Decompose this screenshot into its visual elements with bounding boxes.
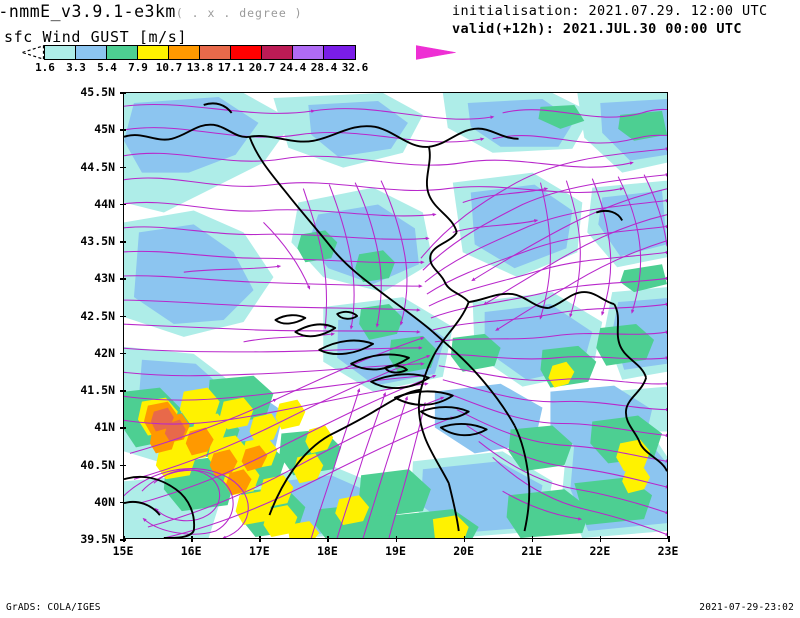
- x-axis-label: 19E: [385, 544, 406, 558]
- x-tick-mark: [531, 536, 534, 542]
- y-tick-mark: [120, 352, 126, 355]
- valid-time-line: valid(+12h): 2021.JUL.30 00:00 UTC: [452, 21, 742, 37]
- x-tick-mark: [259, 536, 261, 542]
- model-subtitle: ( . x . degree ): [175, 6, 303, 20]
- y-axis-label: 45N: [94, 122, 115, 137]
- initialisation-line: initialisation: 2021.07.29. 12:00 UTC: [452, 3, 768, 19]
- y-tick-mark: [120, 92, 126, 94]
- y-tick-mark: [120, 464, 126, 466]
- colorbar-swatch-2: [107, 46, 138, 59]
- y-axis-label: 45.5N: [80, 85, 115, 99]
- colorbar-tick-0: 1.6: [35, 61, 55, 74]
- y-axis-label: 40.5N: [80, 457, 115, 472]
- x-tick-mark: [191, 536, 193, 542]
- map-canvas: [124, 93, 667, 538]
- colorbar: 1.6 3.3 5.4 7.9 10.7 13.8 17.1 20.7 24.4 28.4 32.6: [0, 45, 470, 75]
- colorbar-tick-4: 10.7: [155, 61, 183, 74]
- colorbar-tick-8: 24.4: [279, 61, 307, 74]
- y-tick-mark: [120, 390, 126, 392]
- footer-credit: GrADS: COLA/IGES: [6, 602, 101, 613]
- colorbar-swatch-4: [169, 46, 200, 59]
- model-title-text: f-nmmE_v3.9.1-e3km: [0, 2, 176, 21]
- x-axis-label: 21E: [521, 544, 543, 558]
- x-tick-mark: [668, 536, 670, 542]
- y-axis-label: 42.5N: [80, 308, 115, 323]
- y-axis-label: 41.5N: [80, 383, 115, 397]
- y-tick-mark: [120, 241, 126, 243]
- colorbar-tick-1: 3.3: [66, 61, 86, 74]
- y-tick-mark: [120, 129, 126, 131]
- y-tick-mark: [120, 501, 126, 504]
- y-axis-label: 41N: [94, 420, 115, 435]
- colorbar-swatch-0: [45, 46, 76, 59]
- colorbar-swatch-6: [231, 46, 262, 59]
- colorbar-tick-9: 28.4: [310, 61, 338, 74]
- colorbar-swatches: [44, 45, 356, 60]
- colorbar-tick-5: 13.8: [186, 61, 214, 74]
- x-axis-label: 17E: [248, 544, 270, 558]
- model-title: f-nmmE_v3.9.1-e3km( . x . degree ): [0, 2, 303, 21]
- colorbar-swatch-8: [293, 46, 324, 59]
- x-tick-mark: [327, 536, 329, 542]
- colorbar-swatch-9: [324, 46, 355, 59]
- y-axis-label: 42N: [94, 345, 115, 360]
- y-axis-label: 44N: [94, 196, 115, 211]
- colorbar-overflow-arrow-icon: [416, 45, 456, 60]
- x-axis-label: 18E: [316, 544, 338, 558]
- colorbar-swatch-3: [138, 46, 169, 59]
- coastline-overlay: [124, 102, 667, 538]
- gust-band-6: [150, 407, 186, 442]
- x-axis-label: 23E: [657, 544, 679, 558]
- variable-label: sfc Wind GUST [m/s]: [4, 28, 187, 46]
- map-plot-area[interactable]: [123, 92, 668, 539]
- colorbar-swatch-7: [262, 46, 293, 59]
- colorbar-swatch-5: [200, 46, 231, 59]
- colorbar-tick-2: 5.4: [97, 61, 117, 74]
- colorbar-tick-6: 17.1: [217, 61, 245, 74]
- x-axis-label: 16E: [180, 544, 202, 558]
- y-tick-mark: [120, 315, 126, 317]
- colorbar-tick-3: 7.9: [128, 61, 148, 74]
- colorbar-tick-10: 32.6: [341, 61, 369, 74]
- header: f-nmmE_v3.9.1-e3km( . x . degree ) initi…: [0, 0, 800, 38]
- footer-timestamp: 2021-07-29-23:02: [699, 602, 794, 613]
- y-axis-label: 40N: [94, 494, 115, 509]
- y-axis-label: 43.5N: [80, 234, 115, 248]
- x-tick-mark: [123, 536, 125, 542]
- y-axis-label: 43N: [94, 271, 115, 286]
- y-tick-mark: [120, 203, 126, 206]
- x-axis-label: 15E: [112, 544, 134, 558]
- x-axis-label: 20E: [453, 544, 475, 558]
- x-tick-mark: [599, 536, 602, 542]
- y-tick-mark: [120, 166, 126, 168]
- colorbar-underflow-arrow-icon: [22, 45, 44, 60]
- x-tick-mark: [395, 536, 397, 542]
- colorbar-tick-7: 20.7: [248, 61, 276, 74]
- streamline-overlay: [124, 103, 667, 538]
- x-tick-mark: [463, 536, 466, 542]
- y-axis-label: 44.5N: [80, 159, 115, 174]
- x-axis-label: 22E: [589, 544, 611, 558]
- colorbar-swatch-1: [76, 46, 107, 59]
- y-axis-label: 39.5N: [80, 532, 115, 546]
- y-tick-mark: [120, 278, 126, 280]
- y-tick-mark: [120, 427, 126, 429]
